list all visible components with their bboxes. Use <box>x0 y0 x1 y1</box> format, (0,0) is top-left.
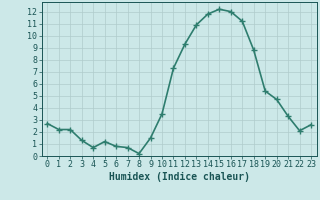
X-axis label: Humidex (Indice chaleur): Humidex (Indice chaleur) <box>109 172 250 182</box>
